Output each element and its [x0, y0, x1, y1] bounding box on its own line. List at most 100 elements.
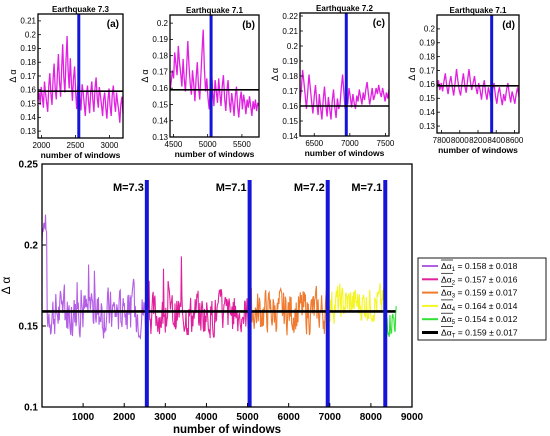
- panel-ytick-label: 0.2: [25, 30, 37, 39]
- panel-ytick-label: 0.2: [157, 19, 169, 28]
- panel-ytick-label: 0.15: [419, 94, 435, 103]
- panel-ytick-label: 0.16: [419, 80, 435, 89]
- main-xtick-label: 1000: [72, 412, 95, 423]
- panel-xtick-label: 8200: [469, 136, 487, 145]
- main-event-label: M=7.1: [216, 182, 247, 194]
- panel-ytick-label: 0.16: [20, 86, 36, 95]
- legend-label: ΔαT = 0.159 ± 0.017: [441, 328, 518, 340]
- panel-ylabel: Δ α: [270, 68, 280, 81]
- main-series-2: [146, 256, 250, 339]
- panel-xtick-label: 7800: [433, 136, 451, 145]
- legend-label: Δα1 = 0.158 ± 0.018: [441, 261, 518, 273]
- panel-xlabel: number of windows: [305, 148, 385, 158]
- main-xtick-label: 5000: [236, 412, 259, 423]
- panel-series-line: [299, 69, 390, 120]
- panel-ytick-label: 0.14: [282, 132, 298, 141]
- panel-ytick-label: 0.17: [152, 68, 168, 77]
- main-xtick-label: 3000: [154, 412, 177, 423]
- panel-ytick-label: 0.15: [20, 99, 36, 108]
- panel-xtick-label: 8000: [451, 136, 469, 145]
- panel-title: Earthquake 7.1: [186, 6, 243, 15]
- panel-ytick-label: 0.13: [152, 133, 168, 142]
- panel-ylabel: Δ α: [8, 69, 18, 82]
- panel-ytick-label: 0.14: [419, 108, 435, 117]
- panel-ytick-label: 0.2: [287, 42, 299, 51]
- panel-title: Earthquake 7.3: [52, 5, 109, 14]
- panel-ytick-label: 0.17: [282, 87, 298, 96]
- panel-xtick-label: 4500: [165, 140, 183, 149]
- main-event-label: M=7.3: [113, 182, 144, 194]
- panel-xtick-label: 5000: [199, 140, 217, 149]
- panel-ytick-label: 0.21: [282, 27, 298, 36]
- panel-series-line: [436, 69, 520, 106]
- panel-frame: [169, 14, 260, 138]
- panel-xtick-label: 7000: [341, 139, 359, 148]
- panel-1: 0.13 0.14 0.15 0.16 0.17 0.18 0.19 0.2 4500 5000 5…: [140, 6, 260, 159]
- panel-2: 0.14 0.15 0.16 0.17 0.18 0.19 0.2 0.21 0.22 6500 7…: [270, 4, 395, 158]
- panel-ytick-label: 0.17: [20, 72, 36, 81]
- panel-ytick-label: 0.13: [419, 122, 435, 131]
- main-ytick-label: 0.1: [24, 403, 38, 414]
- panel-ytick-label: 0.19: [20, 44, 36, 53]
- main-ytick-label: 0.25: [19, 160, 39, 171]
- main-frame: [41, 163, 413, 408]
- main-xtick-label: 9000: [401, 412, 424, 423]
- panel-ytick-label: 0.13: [20, 127, 36, 136]
- panel-letter: (d): [502, 20, 515, 31]
- panel-xlabel: number of windows: [41, 150, 121, 160]
- panel-ytick-label: 0.19: [419, 39, 435, 48]
- main-ytick-label: 0.15: [19, 322, 39, 333]
- panel-ylabel: Δ α: [140, 69, 150, 82]
- panel-ytick-label: 0.16: [152, 84, 168, 93]
- panel-xlabel: number of windows: [175, 149, 255, 159]
- panel-title: Earthquake 7.1: [450, 6, 507, 15]
- panel-ytick-label: 0.19: [282, 57, 298, 66]
- main-xlabel: number of windows: [173, 424, 281, 436]
- main-xtick-label: 4000: [195, 412, 218, 423]
- main-chart: M=7.3 M=7.1 M=7.2 M=7.1 0.1 0.15 0.2 0.25 1000 20…: [0, 160, 424, 436]
- legend-label: Δα4 = 0.164 ± 0.014: [441, 301, 518, 313]
- main-xtick-label: 7000: [319, 412, 342, 423]
- panel-0: 0.13 0.14 0.15 0.16 0.17 0.18 0.19 0.2 0.21 2000 2…: [8, 5, 124, 160]
- panel-frame: [436, 14, 520, 134]
- panel-frame: [299, 12, 390, 137]
- panel-xtick-label: 2500: [67, 141, 85, 150]
- main-series-3: [249, 285, 328, 336]
- main-xtick-label: 6000: [278, 412, 301, 423]
- panel-ytick-label: 0.17: [419, 66, 435, 75]
- panel-ytick-label: 0.15: [282, 117, 298, 126]
- panel-ytick-label: 0.18: [419, 52, 435, 61]
- main-series-1: [41, 214, 148, 340]
- panel-ytick-label: 0.21: [20, 17, 36, 26]
- main-event-label: M=7.2: [294, 182, 325, 194]
- main-xtick-label: 8000: [360, 412, 383, 423]
- panel-xtick-label: 2000: [33, 141, 51, 150]
- main-ytick-label: 0.2: [24, 241, 38, 252]
- panel-letter: (b): [242, 20, 255, 31]
- panel-xtick-label: 8400: [487, 136, 505, 145]
- panel-letter: (a): [107, 19, 119, 30]
- panel-frame: [37, 13, 124, 139]
- panel-ytick-label: 0.14: [20, 113, 36, 122]
- main-ylabel: Δ α: [0, 277, 13, 295]
- panel-ytick-label: 0.16: [282, 102, 298, 111]
- panel-series-line: [169, 29, 260, 118]
- main-series-4: [327, 283, 386, 324]
- panel-ytick-label: 0.22: [282, 12, 298, 21]
- panel-series-line: [37, 35, 124, 123]
- panel-xlabel: number of windows: [438, 145, 518, 155]
- panel-ylabel: Δ α: [407, 67, 417, 80]
- legend-label: Δα5 = 0.154 ± 0.012: [441, 314, 518, 326]
- panel-xtick-label: 7500: [377, 139, 395, 148]
- main-xtick-label: 2000: [113, 412, 136, 423]
- panel-xtick-label: 8600: [506, 136, 524, 145]
- main-event-label: M=7.1: [351, 182, 382, 194]
- legend-label: Δα3 = 0.159 ± 0.017: [441, 288, 518, 300]
- panel-xtick-label: 5500: [233, 140, 251, 149]
- panel-xtick-label: 6500: [305, 139, 323, 148]
- panel-ytick-label: 0.14: [152, 117, 168, 126]
- legend-box: [417, 257, 547, 341]
- panel-ytick-label: 0.2: [424, 25, 436, 34]
